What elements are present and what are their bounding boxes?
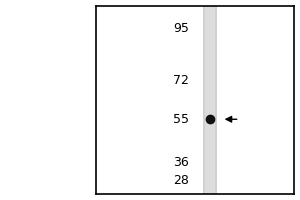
Text: 72: 72 <box>173 74 189 87</box>
Text: 95: 95 <box>173 22 189 35</box>
Text: 55: 55 <box>173 113 189 126</box>
Bar <box>205 6 215 194</box>
Text: 28: 28 <box>173 174 189 187</box>
Bar <box>203 6 217 194</box>
Text: 36: 36 <box>173 156 189 169</box>
